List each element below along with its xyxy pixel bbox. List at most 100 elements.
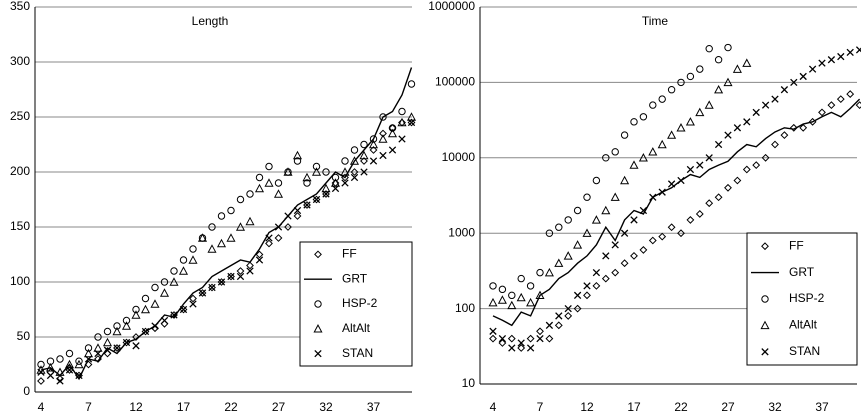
point bbox=[677, 78, 685, 87]
point bbox=[724, 131, 732, 139]
point bbox=[103, 346, 112, 354]
point bbox=[236, 267, 245, 275]
point bbox=[312, 195, 321, 204]
point bbox=[846, 90, 855, 98]
point bbox=[360, 157, 368, 165]
point bbox=[179, 305, 188, 314]
series-line bbox=[40, 67, 413, 381]
point bbox=[379, 113, 387, 121]
point bbox=[65, 349, 74, 358]
point bbox=[611, 268, 620, 277]
chart-title: Length bbox=[192, 14, 229, 28]
point bbox=[517, 274, 525, 283]
point bbox=[311, 167, 322, 176]
point bbox=[827, 101, 836, 110]
point bbox=[686, 72, 695, 81]
point bbox=[331, 173, 340, 182]
point bbox=[398, 107, 406, 116]
point bbox=[284, 223, 292, 231]
point bbox=[45, 363, 56, 372]
point bbox=[705, 199, 714, 208]
point bbox=[771, 95, 779, 103]
point bbox=[846, 48, 854, 57]
legend-label: HSP-2 bbox=[342, 296, 378, 310]
point bbox=[313, 324, 323, 333]
point bbox=[508, 344, 516, 352]
point bbox=[293, 212, 302, 220]
point bbox=[350, 168, 359, 176]
point bbox=[573, 304, 582, 313]
point bbox=[246, 190, 254, 198]
point bbox=[314, 349, 322, 358]
point bbox=[369, 157, 378, 165]
point bbox=[620, 259, 629, 268]
point bbox=[84, 344, 93, 352]
point bbox=[808, 65, 817, 73]
point bbox=[303, 201, 311, 209]
point bbox=[545, 321, 554, 329]
x-tick-label: 17 bbox=[627, 400, 641, 414]
legend-label: HSP-2 bbox=[789, 291, 825, 305]
legend-label: STAN bbox=[789, 344, 820, 358]
point bbox=[359, 150, 369, 160]
point bbox=[407, 118, 416, 127]
point bbox=[648, 236, 657, 245]
point bbox=[639, 206, 648, 215]
point bbox=[103, 327, 112, 336]
x-tick-label: 22 bbox=[674, 400, 688, 414]
y-tick-label: 350 bbox=[10, 0, 30, 13]
point bbox=[639, 113, 648, 121]
point bbox=[508, 291, 516, 300]
point bbox=[732, 64, 742, 73]
legend-label: STAN bbox=[342, 346, 373, 360]
point bbox=[65, 366, 74, 374]
point bbox=[573, 240, 583, 249]
point bbox=[197, 233, 208, 242]
x-tick-label: 27 bbox=[272, 400, 286, 414]
legend-label: FF bbox=[789, 238, 804, 252]
point bbox=[489, 282, 497, 290]
point bbox=[761, 348, 769, 356]
point bbox=[141, 294, 150, 303]
point bbox=[264, 178, 274, 187]
y-tick-label: 150 bbox=[10, 219, 30, 233]
point bbox=[102, 337, 113, 347]
point bbox=[312, 162, 321, 171]
point bbox=[714, 193, 723, 202]
point bbox=[235, 222, 246, 231]
legend-label: GRT bbox=[342, 271, 368, 285]
point bbox=[818, 59, 826, 67]
point bbox=[265, 239, 273, 248]
point bbox=[216, 238, 227, 248]
chart-title: Time bbox=[642, 14, 669, 28]
y-tick-label: 300 bbox=[10, 54, 30, 68]
point bbox=[94, 333, 102, 341]
point bbox=[630, 216, 638, 224]
y-tick-label: 1000000 bbox=[428, 0, 475, 13]
point bbox=[46, 371, 55, 380]
point bbox=[397, 117, 407, 127]
point bbox=[226, 233, 236, 242]
point bbox=[657, 139, 667, 149]
point bbox=[695, 210, 704, 218]
point bbox=[658, 95, 666, 103]
y-tick-label: 0 bbox=[23, 384, 30, 398]
point bbox=[667, 86, 676, 94]
point bbox=[188, 255, 198, 264]
x-tick-label: 12 bbox=[129, 400, 143, 414]
point bbox=[535, 290, 545, 300]
point bbox=[855, 101, 861, 110]
point bbox=[620, 131, 629, 139]
x-tick-label: 17 bbox=[177, 400, 191, 414]
point bbox=[630, 251, 638, 260]
point bbox=[498, 285, 507, 294]
point bbox=[113, 344, 121, 352]
point bbox=[723, 77, 733, 87]
point bbox=[254, 183, 265, 193]
point bbox=[497, 295, 507, 304]
point bbox=[592, 176, 601, 185]
point bbox=[507, 300, 517, 310]
point bbox=[714, 84, 724, 94]
point bbox=[189, 300, 197, 308]
